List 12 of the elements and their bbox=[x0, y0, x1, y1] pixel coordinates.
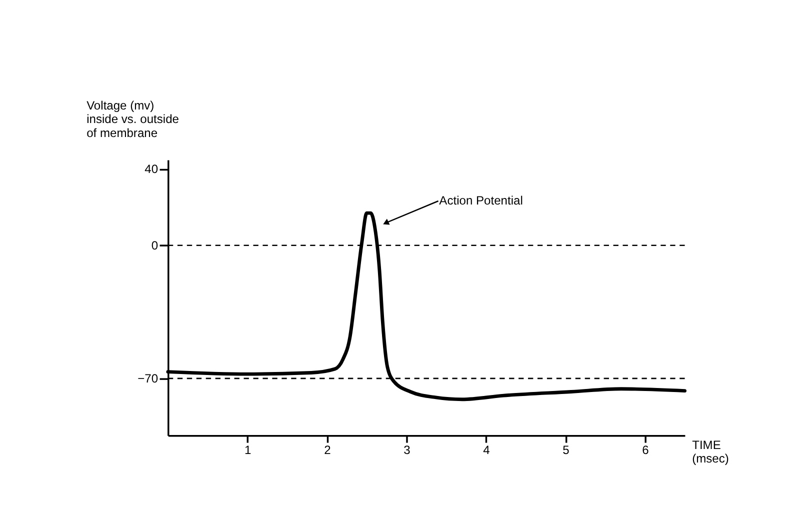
y-tick-label: 40 bbox=[144, 162, 158, 176]
x-axis-title: TIME (msec) bbox=[692, 438, 729, 466]
x-tick-label: 1 bbox=[244, 442, 252, 457]
annotation: Action Potential bbox=[439, 193, 523, 208]
x-tick-label: 4 bbox=[483, 442, 490, 457]
y-tick-label: −70 bbox=[138, 371, 158, 386]
x-tick-label: 3 bbox=[404, 442, 411, 457]
y-tick-label: 0 bbox=[151, 238, 158, 252]
x-tick-label: 5 bbox=[562, 442, 570, 457]
x-tick-label: 6 bbox=[642, 442, 650, 457]
x-tick-label: 2 bbox=[324, 442, 332, 457]
y-axis-title: Voltage (mv) inside vs. outside of membrane bbox=[86, 98, 180, 140]
